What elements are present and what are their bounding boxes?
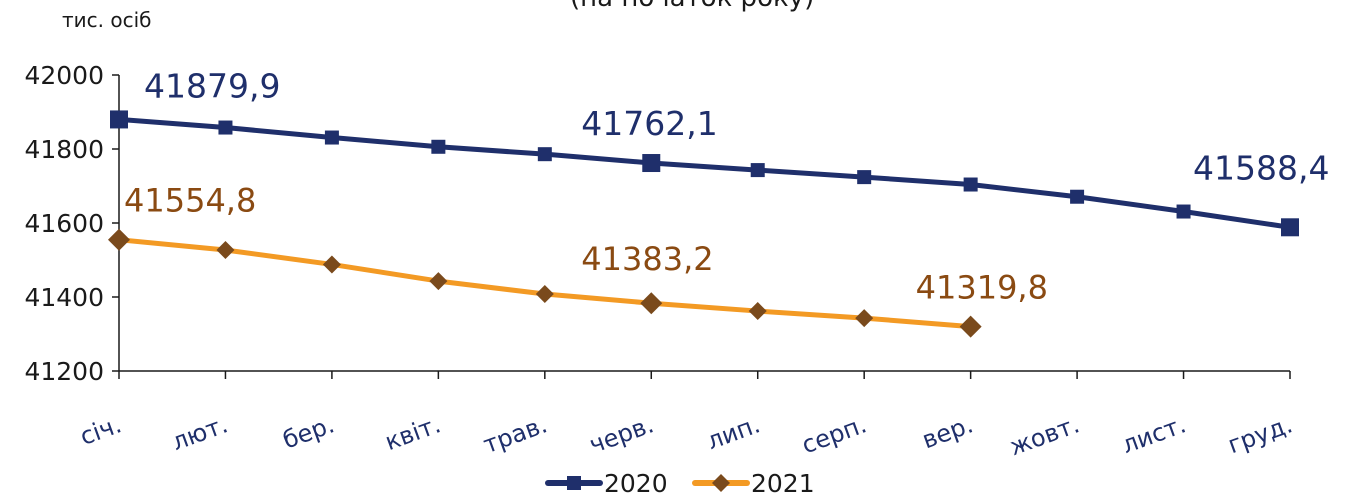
point-2020 (1176, 204, 1191, 219)
y-tick-label: 41600 (24, 209, 104, 238)
unit-label: тис. осіб (62, 8, 151, 32)
point-2020 (750, 163, 765, 178)
point-2020 (324, 130, 339, 145)
x-tick-label: трав. (480, 410, 551, 459)
point-2021 (535, 285, 554, 304)
data-label-2020: 41588,4 (1193, 148, 1329, 187)
y-axis: 41200 41400 41600 41800 42000 (24, 61, 120, 386)
point-2021 (216, 241, 235, 260)
data-labels: 41879,9 41762,1 41588,4 41554,8 41383,2 41319… (124, 66, 1329, 306)
legend-marker-2020 (567, 476, 581, 490)
y-tick-label: 42000 (24, 61, 104, 90)
point-2020 (857, 170, 872, 185)
legend: 2020 2021 (545, 469, 815, 497)
data-label-2020: 41762,1 (581, 104, 717, 143)
x-tick-label: груд. (1224, 410, 1296, 459)
point-2021 (429, 272, 448, 291)
point-2020 (963, 177, 978, 192)
x-tick-label: квіт. (381, 410, 444, 456)
point-2020 (1281, 218, 1299, 237)
point-2020 (537, 147, 552, 162)
data-label-2021: 41319,8 (916, 269, 1048, 307)
x-tick-label: лип. (703, 410, 764, 455)
x-tick-label: жовт. (1006, 410, 1083, 461)
point-2020 (431, 139, 446, 154)
legend-label-2020: 2020 (604, 469, 668, 497)
x-tick-label: січ. (76, 410, 125, 451)
data-label-2021: 41554,8 (124, 182, 256, 220)
x-tick-label: лист. (1118, 410, 1189, 459)
series-layer (108, 110, 1299, 338)
point-2021 (959, 315, 982, 338)
point-2020 (110, 110, 128, 129)
chart-title-fragment: (на початок року) (570, 0, 814, 13)
point-2020 (1070, 189, 1085, 204)
y-tick-label: 41400 (24, 283, 104, 312)
x-axis: січ. лют. бер. квіт. трав. черв. лип. серп. вер.… (76, 370, 1296, 461)
point-2021 (748, 302, 767, 321)
series-line-2020 (116, 116, 1293, 230)
data-label-2021: 41383,2 (581, 240, 713, 278)
y-tick-label: 41800 (24, 135, 104, 164)
x-tick-label: вер. (918, 410, 976, 454)
x-tick-label: черв. (586, 410, 658, 459)
point-2021 (640, 292, 663, 315)
x-tick-label: бер. (279, 410, 338, 454)
point-2020 (218, 120, 233, 135)
x-tick-label: лют. (168, 410, 231, 456)
point-2020 (642, 154, 661, 173)
legend-marker-2021 (712, 474, 730, 492)
data-label-2020: 41879,9 (144, 66, 280, 105)
point-2021 (108, 228, 130, 251)
x-tick-label: серп. (798, 410, 870, 459)
y-tick-label: 41200 (24, 357, 104, 386)
point-2021 (855, 309, 874, 328)
series-line-2021 (116, 237, 974, 330)
point-2021 (322, 255, 341, 274)
legend-label-2021: 2021 (751, 469, 815, 497)
